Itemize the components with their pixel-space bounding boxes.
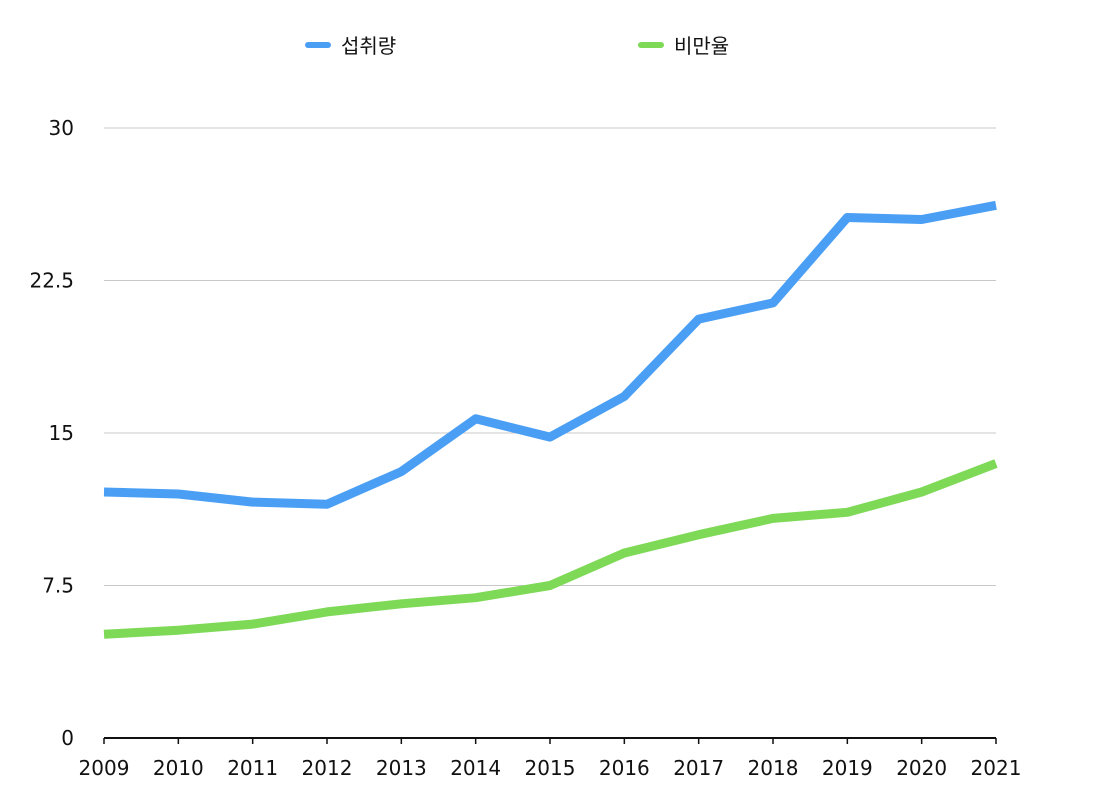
x-tick-label: 2014 [450,756,501,780]
legend-label-obesity: 비만율 [674,34,730,58]
legend-item-intake: 섭취량 [305,30,396,59]
legend-swatch-obesity [638,41,664,48]
x-tick-label: 2012 [302,756,353,780]
x-tick-label: 2009 [79,756,130,780]
x-tick-label: 2018 [748,756,799,780]
x-tick-label: 2013 [376,756,427,780]
x-tick-label: 2015 [525,756,576,780]
series-line-intake [103,200,997,509]
x-tick-label: 2010 [153,756,204,780]
x-tick-label: 2019 [822,756,873,780]
x-tick-label: 2021 [971,756,1022,780]
legend-swatch-intake [305,41,331,48]
y-tick-label: 22.5 [29,269,74,293]
y-tick-label: 15 [49,421,74,445]
x-tick-label: 2017 [673,756,724,780]
x-tick-label: 2016 [599,756,650,780]
y-tick-label: 30 [49,116,74,140]
series-line-obesity [103,459,998,639]
y-tick-label: 7.5 [42,574,74,598]
legend-label-intake: 섭취량 [341,34,397,58]
y-tick-label: 0 [61,726,74,750]
x-tick-label: 2020 [896,756,947,780]
x-tick-label: 2011 [227,756,278,780]
legend-item-obesity: 비만율 [638,30,729,59]
